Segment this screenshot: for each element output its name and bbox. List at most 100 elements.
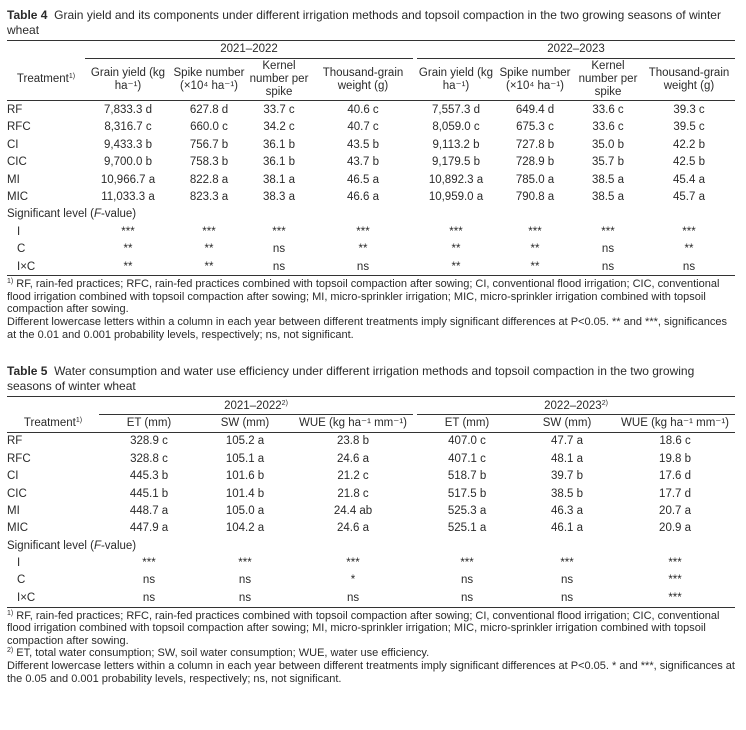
sig-cell: ***	[449, 225, 463, 238]
value-cell: 785.0 a	[515, 173, 555, 186]
value-cell: 33.6 c	[592, 104, 624, 117]
value-cell: 21.8 c	[337, 487, 369, 500]
value-cell: 38.5 a	[592, 173, 624, 186]
value-cell: 38.3 a	[263, 191, 295, 204]
sig-cell: **	[451, 243, 461, 256]
value-cell: 36.1 b	[263, 156, 295, 169]
treatment-cell: MIC	[7, 191, 29, 204]
value-cell: 42.2 b	[673, 138, 705, 151]
value-cell: 7,833.3 d	[104, 104, 152, 117]
value-cell: 9,179.5 b	[432, 156, 480, 169]
table4-treatment-header: Treatment1)	[16, 72, 76, 85]
table5-caption: Table 5 Water consumption and water use …	[7, 364, 735, 394]
value-cell: 46.6 a	[347, 191, 379, 204]
value-cell: 447.9 a	[129, 522, 169, 535]
value-cell: 649.4 d	[515, 104, 555, 117]
value-cell: 9,700.0 b	[104, 156, 152, 169]
value-cell: 35.0 b	[592, 138, 624, 151]
factor-cell: C	[17, 574, 26, 587]
sig-cell: **	[530, 243, 540, 256]
value-cell: 24.6 a	[337, 452, 369, 465]
value-cell: 39.5 c	[673, 121, 705, 134]
factor-cell: I	[17, 557, 21, 570]
table-row: RFC 8,316.7 c 660.0 c 34.2 c 40.7 c 8,059.0 c…	[7, 119, 735, 136]
sig-cell: ns	[238, 591, 252, 604]
table4-col-header: Kernel number per spike	[249, 60, 309, 99]
table5-caption-text: Water consumption and water use efficien…	[7, 364, 695, 394]
treatment-cell: MIC	[7, 522, 29, 535]
sig-cell: ***	[668, 557, 682, 570]
value-cell: 48.1 a	[551, 452, 584, 465]
sig-label: Significant level (F-value)	[7, 539, 137, 552]
value-cell: 525.3 a	[447, 504, 487, 517]
sig-cell: **	[204, 243, 214, 256]
value-cell: 758.3 b	[189, 156, 229, 169]
factor-cell: C	[17, 243, 26, 256]
table-row: CIC 9,700.0 b 758.3 b 36.1 b 43.7 b 9,179.5 b…	[7, 154, 735, 171]
table-row: MI 10,966.7 a 822.8 a 38.1 a 46.5 a 10,892.3 …	[7, 171, 735, 188]
sig-cell: ***	[682, 225, 696, 238]
sig-cell: **	[684, 243, 694, 256]
table5-caption-label: Table 5	[7, 364, 48, 379]
value-cell: 40.6 c	[347, 104, 379, 117]
value-cell: 101.4 b	[225, 487, 265, 500]
sig-cell: *	[350, 574, 356, 587]
table5-col-header: SW (mm)	[220, 416, 270, 429]
table-row: RF 328.9 c 105.2 a 23.8 b 407.0 c 47.7 a 18.6 …	[7, 432, 735, 450]
treatment-cell: CIC	[7, 487, 27, 500]
sig-cell: **	[451, 260, 461, 273]
sig-cell: ***	[601, 225, 615, 238]
sig-cell: ***	[460, 557, 474, 570]
sig-row: I×C ns ns ns ns ns ***	[7, 589, 735, 606]
table5-col-header: WUE (kg ha⁻¹ mm⁻¹)	[621, 416, 730, 429]
table4-caption-label: Table 4	[7, 8, 48, 22]
value-cell: 407.1 c	[448, 452, 486, 465]
sig-cell: **	[123, 243, 133, 256]
table5-footnote-1: 1) RF, rain-fed practices; RFC, rain-fed…	[7, 609, 720, 647]
value-cell: 33.7 c	[263, 104, 295, 117]
value-cell: 727.8 b	[515, 138, 555, 151]
table4-year-1: 2021–2022	[85, 41, 415, 59]
value-cell: 790.8 a	[515, 191, 555, 204]
table4-col-header: Grain yield (kg ha⁻¹)	[90, 66, 166, 92]
value-cell: 38.5 b	[551, 487, 584, 500]
table4-caption: Table 4 Grain yield and its components u…	[7, 8, 735, 38]
factor-cell: I×C	[17, 591, 36, 604]
value-cell: 10,892.3 a	[428, 173, 484, 186]
table5-treatment-header: Treatment1)	[23, 416, 83, 429]
value-cell: 756.7 b	[189, 138, 229, 151]
sig-cell: ns	[560, 574, 574, 587]
value-cell: 11,033.3 a	[101, 191, 155, 204]
table5-footnote-3: Different lowercase letters within a col…	[7, 659, 735, 685]
sig-cell: ns	[560, 591, 574, 604]
sig-cell: ns	[601, 243, 615, 256]
table5-footnotes: 1) RF, rain-fed practices; RFC, rain-fed…	[7, 610, 735, 686]
table4-col-header: Thousand-grain weight (g)	[322, 66, 404, 92]
value-cell: 24.4 ab	[333, 504, 373, 517]
table4-header-row: Treatment1) Grain yield (kg ha⁻¹) Spike …	[7, 58, 735, 101]
value-cell: 24.6 a	[337, 522, 369, 535]
table4-footnote-1: 1) RF, rain-fed practices; RFC, rain-fed…	[7, 278, 720, 316]
sig-cell: ns	[601, 260, 615, 273]
sig-cell: ***	[346, 557, 360, 570]
table4-col-header: Thousand-grain weight (g)	[648, 66, 730, 92]
table4-footnote-2: Different lowercase letters within a col…	[7, 316, 727, 341]
sig-cell: **	[358, 243, 368, 256]
value-cell: 518.7 b	[447, 470, 487, 483]
sig-cell: ns	[238, 574, 252, 587]
table-row: CI 445.3 b 101.6 b 21.2 c 518.7 b 39.7 b 17.6 …	[7, 467, 735, 484]
sig-cell: **	[530, 260, 540, 273]
sig-row: I *** *** *** *** *** *** *** ***	[7, 223, 735, 240]
sig-cell: **	[123, 260, 133, 273]
table4-col-header: Spike number (×10⁴ ha⁻¹)	[173, 66, 245, 92]
value-cell: 45.7 a	[673, 191, 705, 204]
sig-cell: ***	[121, 225, 135, 238]
table4-col-header: Spike number (×10⁴ ha⁻¹)	[499, 66, 571, 92]
table-row: RFC 328.8 c 105.1 a 24.6 a 407.1 c 48.1 a 19.8…	[7, 450, 735, 467]
value-cell: 36.1 b	[263, 138, 295, 151]
value-cell: 675.3 c	[516, 121, 554, 134]
value-cell: 45.4 a	[673, 173, 705, 186]
value-cell: 823.3 a	[189, 191, 229, 204]
value-cell: 46.1 a	[551, 522, 584, 535]
